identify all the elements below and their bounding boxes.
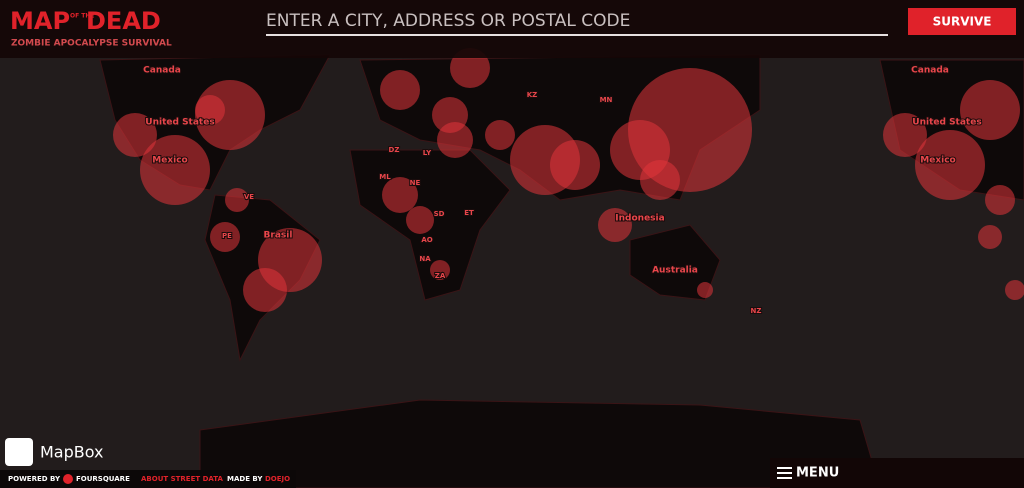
map-label: ZA <box>435 272 446 280</box>
survive-button-label[interactable]: SURVIVE <box>933 15 992 29</box>
map-label: SD <box>434 210 445 218</box>
map-label: VE <box>244 193 254 201</box>
map-label: LY <box>423 149 432 157</box>
header-bar <box>0 0 1024 58</box>
tagline: ZOMBIE APOCALYPSE SURVIVAL <box>11 39 172 49</box>
infection-circle <box>915 130 985 200</box>
infection-circle <box>140 135 210 205</box>
map-label: Mexico <box>152 156 187 166</box>
made-by: MADE BY <box>227 475 263 483</box>
logo: OF THE <box>70 13 95 20</box>
menu-bar <box>770 458 1024 488</box>
map-label: NE <box>410 179 421 187</box>
infection-circle <box>550 140 600 190</box>
map-label: DZ <box>389 146 400 154</box>
infection-circle <box>485 120 515 150</box>
infection-circle <box>382 177 418 213</box>
map-label: Canada <box>143 66 181 76</box>
map-label: Brasil <box>264 231 293 241</box>
menu-icon-line <box>777 467 792 469</box>
antarctica <box>199 399 881 488</box>
map-label: NA <box>419 255 431 263</box>
infection-circles <box>113 48 1024 312</box>
infection-circle <box>697 282 713 298</box>
doejo-link[interactable]: DOEJO <box>265 475 290 483</box>
map-labels: Canada United States Mexico Brasil Indon… <box>142 65 983 317</box>
menu-button[interactable]: MENU <box>796 466 839 481</box>
menu-icon-line <box>777 472 792 474</box>
logo: MAP <box>10 7 70 35</box>
map-label: United States <box>145 118 214 128</box>
logo: DEAD <box>86 7 161 35</box>
infection-circle <box>598 208 632 242</box>
menu-icon[interactable] <box>777 467 792 479</box>
infection-circle <box>195 95 225 125</box>
about-link[interactable]: ABOUT STREET DATA <box>141 475 223 483</box>
map-label: ET <box>464 209 474 217</box>
map-label: MN <box>600 96 613 104</box>
infection-circle <box>985 185 1015 215</box>
infection-circle <box>430 260 450 280</box>
infection-circle <box>960 80 1020 140</box>
infection-circle <box>640 160 680 200</box>
infection-circle <box>380 70 420 110</box>
foursquare[interactable]: FOURSQUARE <box>76 475 130 483</box>
map-label: AO <box>421 236 432 244</box>
infection-circle <box>210 222 240 252</box>
infection-circle <box>113 113 157 157</box>
footer-bar <box>0 470 296 488</box>
map-label: NZ <box>751 307 762 315</box>
map-label: Mexico <box>920 156 955 166</box>
map-label: Canada <box>911 66 949 76</box>
map-label: United States <box>912 118 981 128</box>
mapbox-icon <box>5 438 33 466</box>
search-input[interactable]: ENTER A CITY, ADDRESS OR POSTAL CODE <box>266 11 630 31</box>
mapbox-brand[interactable]: MapBox <box>40 443 104 462</box>
menu-icon-line <box>777 477 792 479</box>
infection-circle <box>243 268 287 312</box>
survive-button[interactable] <box>908 8 1016 35</box>
infection-circle <box>225 188 249 212</box>
infection-circle <box>437 122 473 158</box>
foursquare-icon <box>63 474 73 484</box>
infection-circle <box>1005 280 1024 300</box>
map-label: PE <box>222 232 232 240</box>
map-label: KZ <box>527 91 538 99</box>
infection-circle <box>406 206 434 234</box>
australia <box>629 224 721 301</box>
map-label: Australia <box>652 266 698 276</box>
infection-circle <box>978 225 1002 249</box>
infection-circle <box>883 113 927 157</box>
map-label: ML <box>379 173 391 181</box>
map-label: Indonesia <box>615 214 664 224</box>
powered-by: POWERED BY <box>8 475 61 483</box>
